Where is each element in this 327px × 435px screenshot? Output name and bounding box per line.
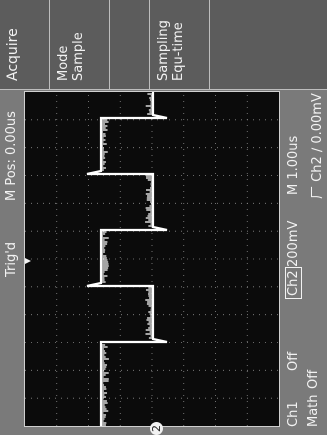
sampling-value: Equ-time	[171, 22, 186, 81]
ch2-label[interactable]: Ch2	[285, 267, 302, 299]
acquire-menu: Acquire Mode Sample Sampling Equ-time	[0, 0, 327, 90]
ch2-scale: 200mV	[286, 220, 301, 267]
sampling-label: Sampling	[156, 20, 171, 81]
menu-title: Acquire	[5, 28, 21, 81]
top-status-bar: Trig'd M Pos: 0.00us	[0, 91, 24, 427]
trigger-status: Trig'd	[4, 241, 19, 277]
waveform-plot	[24, 91, 280, 427]
timebase: M 1.00us	[286, 135, 301, 195]
math-value: Off	[306, 369, 321, 389]
ch1-label[interactable]: Ch1	[286, 401, 301, 427]
ch2-waveform-noise	[101, 93, 153, 426]
math-label[interactable]: Math	[306, 394, 321, 427]
ch1-value: Off	[286, 351, 301, 371]
bottom-readout-bar: Ch1 Off Ch2 200mV M 1.00us Math Off ⼚ Ch…	[282, 91, 327, 427]
trigger-position-marker	[25, 258, 31, 264]
graticule	[25, 92, 279, 426]
ch2-waveform-trace	[86, 92, 168, 426]
mode-value: Sample	[71, 32, 86, 81]
channel-marker: 2	[150, 422, 163, 435]
mode-option[interactable]: Mode Sample	[50, 0, 110, 89]
menu-empty-slot-1[interactable]	[110, 0, 150, 89]
main-position: M Pos: 0.00us	[4, 111, 19, 201]
mode-label: Mode	[56, 45, 71, 81]
waveform-svg	[25, 92, 279, 426]
trigger-readout: ⼚ Ch2 ∕ 0.00mV	[310, 93, 325, 199]
menu-empty-slot-2[interactable]	[210, 0, 327, 89]
menu-title-box: Acquire	[0, 0, 50, 89]
sampling-option[interactable]: Sampling Equ-time	[150, 0, 210, 89]
